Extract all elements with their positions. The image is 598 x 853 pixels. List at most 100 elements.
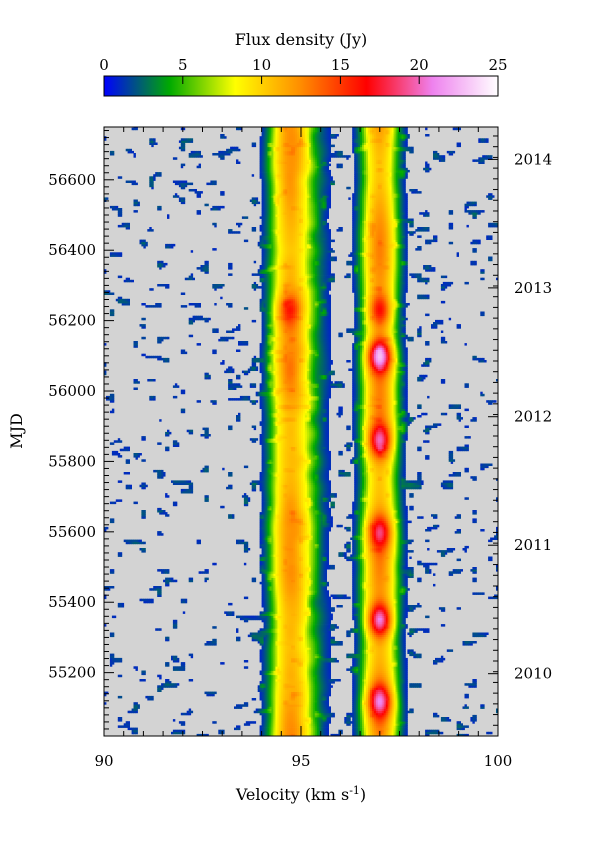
heatmap-cell: [177, 442, 179, 445]
heatmap-cell: [173, 719, 175, 722]
heatmap-cell: [120, 276, 122, 279]
heatmap-cell: [112, 309, 114, 312]
heatmap-cell: [159, 677, 161, 680]
heatmap-cell: [106, 197, 108, 200]
heatmap-cell: [191, 335, 193, 338]
heatmap-cell: [130, 485, 132, 488]
heatmap-cell: [258, 202, 260, 205]
heatmap-cell: [206, 261, 208, 264]
heatmap-cell: [238, 231, 240, 234]
heatmap-cell: [238, 149, 240, 152]
heatmap-cell: [140, 453, 142, 456]
heatmap-cell: [143, 324, 145, 327]
heatmap-cell: [106, 527, 108, 530]
heatmap-cell: [120, 554, 122, 557]
heatmap-cell: [112, 654, 114, 657]
heatmap-cell: [191, 183, 193, 186]
heatmap-cell: [136, 711, 138, 714]
heatmap-cell: [191, 485, 193, 488]
heatmap-cell: [201, 191, 203, 194]
heatmap-cell: [159, 675, 161, 678]
heatmap-cell: [191, 654, 193, 657]
heatmap-cell: [212, 694, 214, 697]
heatmap-cell: [183, 662, 185, 665]
heatmap-cell: [206, 495, 208, 498]
colorbar-gradient: [104, 76, 498, 96]
heatmap-cell: [254, 261, 256, 264]
heatmap-cell: [246, 341, 248, 344]
heatmap-cell: [175, 396, 177, 399]
heatmap-cell: [208, 434, 210, 437]
heatmap-cell: [143, 483, 145, 486]
heatmap-cell: [230, 603, 232, 606]
heatmap-cell: [120, 675, 122, 678]
heatmap-cell: [167, 214, 169, 217]
heatmap-cell: [214, 248, 216, 251]
heatmap-cell: [214, 563, 216, 566]
heatmap-cell: [246, 307, 248, 310]
heatmap-cell: [138, 381, 140, 384]
heatmap-cell: [112, 293, 114, 296]
heatmap-cell: [214, 721, 216, 724]
heatmap-cell: [177, 658, 179, 661]
heatmap-cell: [120, 717, 122, 720]
heatmap-cell: [112, 398, 114, 401]
heatmap-cell: [145, 485, 147, 488]
heatmap-cell: [238, 350, 240, 353]
heatmap-cell: [120, 252, 122, 255]
heatmap-cell: [183, 197, 185, 200]
heatmap-cell: [199, 303, 201, 306]
heatmap-cell: [238, 728, 240, 731]
heatmap-cell: [199, 164, 201, 167]
heatmap-cell: [120, 480, 122, 483]
heatmap-cell: [138, 704, 140, 707]
heatmap-cell: [254, 143, 256, 146]
heatmap-cell: [159, 442, 161, 445]
heatmap-cell: [244, 563, 246, 566]
heatmap-cell: [256, 366, 258, 369]
heatmap-cell: [214, 223, 216, 226]
heatmap-cell: [183, 293, 185, 296]
heatmap-cell: [120, 440, 122, 443]
heatmap-cell: [222, 360, 224, 363]
heatmap-cell: [214, 641, 216, 644]
heatmap-cell: [220, 297, 222, 300]
heatmap-cell: [254, 721, 256, 724]
heatmap-cell: [206, 571, 208, 574]
heatmap-cell: [175, 624, 177, 627]
colorbar-tick-label: 25: [488, 56, 507, 74]
heatmap-cell: [248, 497, 250, 500]
heatmap-cell: [191, 483, 193, 486]
heatmap-cell: [199, 343, 201, 346]
heatmap-cell: [193, 278, 195, 281]
heatmap-cell: [206, 466, 208, 469]
heatmap-cell: [254, 426, 256, 429]
heatmap-cell: [191, 679, 193, 682]
heatmap-cell: [134, 155, 136, 158]
heatmap-cell: [173, 244, 175, 247]
heatmap-cell: [232, 337, 234, 340]
heatmap-cell: [120, 658, 122, 661]
heatmap-cell: [136, 728, 138, 731]
heatmap-cell: [238, 637, 240, 640]
heatmap-cell: [232, 369, 234, 372]
heatmap-cell: [167, 358, 169, 361]
heatmap-cell: [185, 305, 187, 308]
heatmap-cell: [224, 136, 226, 139]
heatmap-cell: [167, 662, 169, 665]
heatmap-cell: [222, 191, 224, 194]
heatmap-cell: [254, 383, 256, 386]
heatmap-cell: [191, 430, 193, 433]
heatmap-cell: [222, 284, 224, 287]
heatmap-cell: [159, 303, 161, 306]
heatmap-cell: [143, 548, 145, 551]
heatmap-cell: [230, 263, 232, 266]
heatmap-cell: [246, 240, 248, 243]
heatmap-cell: [254, 485, 256, 488]
heatmap-cell: [167, 337, 169, 340]
heatmap-cell: [206, 578, 208, 581]
heatmap-cell: [214, 303, 216, 306]
heatmap-cell: [151, 229, 153, 232]
colorbar-tick-label: 0: [99, 56, 109, 74]
heatmap-cell: [143, 459, 145, 462]
